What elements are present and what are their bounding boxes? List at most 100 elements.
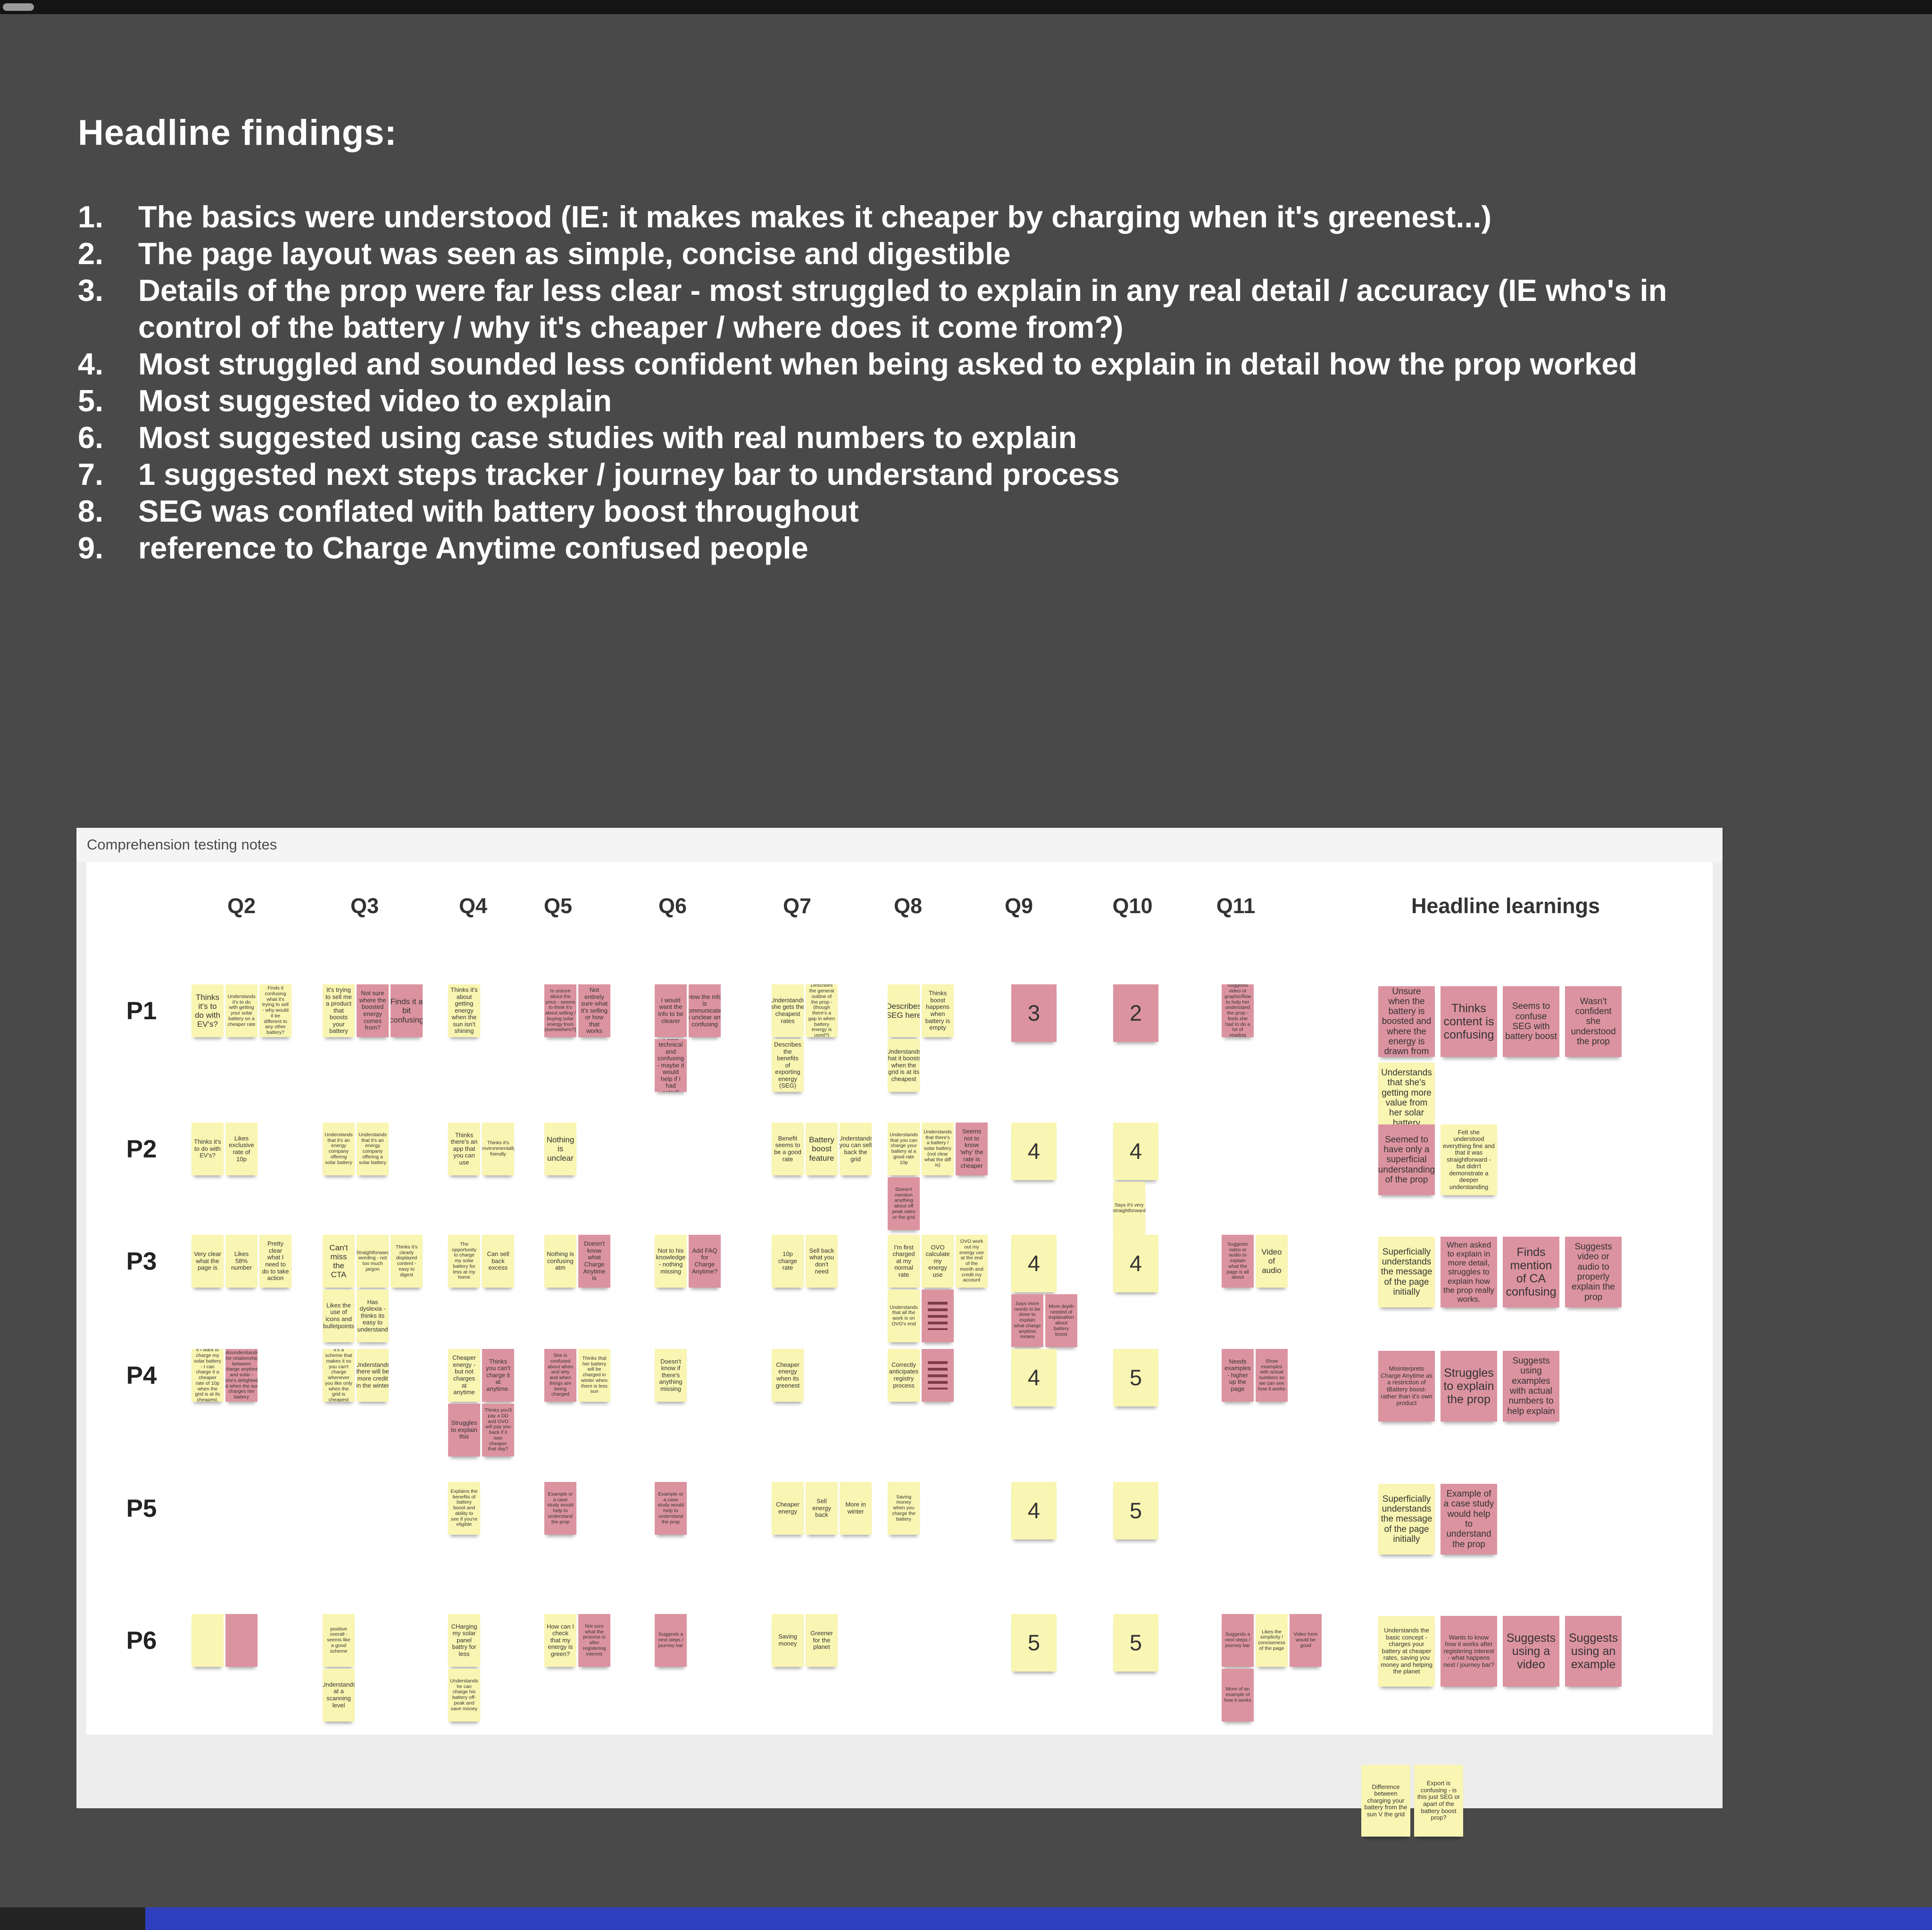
sticky-note[interactable]: Benefit seems to be a good rate (772, 1123, 804, 1175)
sticky-note[interactable]: Show examples with actual numbers so we … (1256, 1349, 1288, 1402)
sticky-note[interactable]: Needs examples - higher up the page (1222, 1349, 1254, 1402)
sticky-note[interactable]: Wasn't confident she understood the prop (1565, 986, 1622, 1057)
sticky-note[interactable]: Video of audio (1256, 1235, 1288, 1288)
sticky-note[interactable]: Understands the basic concept - charges … (1378, 1616, 1435, 1687)
sticky-note[interactable]: Not sure what the process is after regis… (578, 1614, 610, 1667)
sticky-note[interactable]: Is unsure about the price - seems to thi… (544, 984, 576, 1037)
sticky-note[interactable]: Suggests video or audio to properly expl… (1565, 1237, 1622, 1307)
sticky-note[interactable]: 5 (1113, 1482, 1158, 1539)
sticky-note[interactable]: Felt she understood everything fine and … (1441, 1124, 1497, 1195)
sticky-note[interactable]: Seems to confuse SEG with battery boost (1503, 986, 1559, 1057)
sticky-note[interactable]: OVO work out my energy use at the end of… (956, 1235, 988, 1288)
sticky-note[interactable]: Finds it confusing what it's trying to s… (259, 984, 291, 1037)
sticky-note[interactable]: Thinks you'll pay a DD and OVO will pay … (482, 1404, 514, 1456)
sticky-note[interactable]: Saving money (772, 1614, 804, 1667)
sticky-note[interactable]: Example or a case study would help to un… (544, 1482, 576, 1535)
sticky-note[interactable]: 4 (1011, 1123, 1057, 1180)
sticky-note[interactable]: Suggests using examples with actual numb… (1503, 1351, 1559, 1422)
sticky-note[interactable]: Thinks it's to do with EV's? (192, 1123, 224, 1175)
sticky-note[interactable]: Cheaper energy (772, 1482, 804, 1535)
sticky-note[interactable]: Understands there will be more credit in… (357, 1349, 389, 1402)
sticky-note[interactable]: 4 (1113, 1123, 1158, 1180)
sticky-note[interactable]: Can't miss the CTA (323, 1235, 355, 1288)
sticky-note[interactable]: Struggles to explain the prop (1441, 1351, 1497, 1422)
sticky-note[interactable]: Understands you can sell back the grid (840, 1123, 872, 1175)
sticky-note[interactable]: Understands she gets the cheapest rates (772, 984, 804, 1037)
sticky-note[interactable]: Correctly anticipates registry process (888, 1349, 920, 1402)
sticky-note[interactable]: Saving money when you charge the battery (888, 1482, 920, 1535)
sticky-note[interactable]: Sell back what you don't need (806, 1235, 838, 1288)
sticky-note[interactable]: Greener for the planet (806, 1614, 838, 1667)
sticky-note[interactable]: Understands it's to do with getting your… (225, 984, 258, 1037)
sticky-note[interactable]: Finds it a bit confusing (391, 984, 423, 1037)
sticky-note[interactable]: 4 (1113, 1235, 1158, 1292)
sticky-note[interactable]: Understands he can charge his battery of… (448, 1669, 480, 1722)
sticky-note[interactable]: Doesn't know what Charge Anytime is (578, 1235, 610, 1288)
sticky-note[interactable]: 5 (1011, 1614, 1057, 1672)
sticky-note[interactable]: Understands that she's getting more valu… (1378, 1063, 1435, 1133)
sticky-note[interactable]: Has dyslexia - thinks its easy to unders… (357, 1289, 389, 1342)
sticky-note[interactable]: 5 (1113, 1349, 1158, 1406)
sticky-note[interactable]: Suggests video or audio to explain what … (1222, 1235, 1254, 1288)
sticky-note[interactable]: Nothing is confusing atm (544, 1235, 576, 1288)
sticky-note[interactable]: Understands that all the work is on OVO'… (888, 1289, 920, 1342)
sticky-note[interactable]: Thinks you can't charge it at anytime. (482, 1349, 514, 1402)
sticky-note[interactable]: Nothing is unclear (544, 1123, 576, 1175)
sticky-note[interactable]: The opportunity to charge my solar batte… (448, 1235, 480, 1288)
sticky-note[interactable]: Thinks it's clearly displayed content - … (391, 1235, 423, 1288)
sticky-note[interactable]: Not entirely sure what it's selling or h… (578, 984, 610, 1037)
sticky-note[interactable]: Not sure where the boosted energy comes … (357, 984, 389, 1037)
sticky-note[interactable]: positive overall - seems like a good sch… (323, 1614, 355, 1667)
sticky-note[interactable]: Doesn't know if there's anything missing (655, 1349, 687, 1402)
sticky-note[interactable]: When asked to explain in more detail, st… (1441, 1237, 1497, 1307)
sticky-note[interactable]: Describes the benefits of exporting ener… (772, 1039, 804, 1092)
sticky-note[interactable]: Likes the simplicity / conciseness of th… (1256, 1614, 1288, 1667)
sticky-note[interactable]: Understands at a scanning level (323, 1669, 355, 1722)
sticky-note[interactable]: Understands that there's a battery / sol… (922, 1123, 954, 1175)
sticky-note[interactable]: Seems not to know 'why' the rate is chea… (956, 1123, 988, 1175)
sticky-note[interactable]: Example or a case study would help to un… (655, 1482, 687, 1535)
sticky-note[interactable]: More of an example of how it works (1222, 1669, 1254, 1722)
sticky-note[interactable]: Says more needs to be done to explain wh… (1011, 1294, 1043, 1347)
sticky-note[interactable]: Misinterprets Charge Anytime as a restri… (1378, 1351, 1435, 1422)
sticky-note[interactable]: It's trying to sell me a product that bo… (323, 984, 355, 1037)
sticky-note-redacted[interactable] (922, 1289, 954, 1342)
sticky-note[interactable]: Describes SEG here (888, 984, 920, 1037)
sticky-note[interactable]: Seemed to have only a superficial unders… (1378, 1124, 1435, 1195)
sticky-note[interactable]: Thinks boost happens when battery is emp… (922, 984, 954, 1037)
sticky-note[interactable]: Pretty clear what I need to do to take a… (259, 1235, 291, 1288)
sticky-note[interactable]: Thinks there's an app that you can use (448, 1123, 480, 1175)
sticky-note[interactable]: How the info is communicated is unclear … (689, 984, 721, 1037)
sticky-note[interactable]: Can sell back excess (482, 1235, 514, 1288)
sticky-note-redacted[interactable] (922, 1349, 954, 1402)
sticky-note[interactable]: Suggests using a video (1503, 1616, 1559, 1687)
sticky-note[interactable]: If I want to charge my solar battery - I… (192, 1349, 224, 1402)
sticky-note[interactable]: Understands that it's an energy company … (323, 1123, 355, 1175)
sticky-note[interactable]: Thinks it's about getting energy when th… (448, 984, 480, 1037)
whiteboard-titlebar[interactable]: Comprehension testing notes (76, 828, 1723, 862)
sticky-note[interactable]: Not to his knowledge - nothing missing (655, 1235, 687, 1288)
sticky-note[interactable]: Cheaper energy when its greenest (772, 1349, 804, 1402)
sticky-note[interactable]: She is confused about when and why and w… (544, 1349, 576, 1402)
sticky-note[interactable]: Wants to know how it works after registe… (1441, 1616, 1497, 1687)
sticky-note[interactable]: I would want the info to be clearer (655, 984, 687, 1037)
sticky-note[interactable]: CHarging my solar panel battry for less (448, 1614, 480, 1667)
sticky-note[interactable]: Add FAQ for Charge Anytime? (689, 1235, 721, 1288)
scrollbar-thumb[interactable] (3, 3, 34, 11)
sticky-note[interactable]: Suggests using an example (1565, 1616, 1622, 1687)
sticky-note[interactable]: 3 (1011, 984, 1057, 1042)
sticky-note[interactable]: Example of a case study would help to un… (1441, 1484, 1497, 1555)
sticky-note[interactable]: It's a scheme that makes it so you can't… (323, 1349, 355, 1402)
sticky-note[interactable]: Suggests a next steps / journey bar (655, 1614, 687, 1667)
sticky-note[interactable]: Suggests video or graphic/flow to help h… (1222, 984, 1254, 1037)
sticky-note[interactable]: Battery boost feature (806, 1123, 838, 1175)
sticky-note[interactable]: Suggests a next steps / journey bar (1222, 1614, 1254, 1667)
bottom-taskbar[interactable] (145, 1907, 1932, 1930)
sticky-note[interactable] (225, 1614, 258, 1667)
sticky-note[interactable]: Thinks content is confusing (1441, 986, 1497, 1057)
sticky-note[interactable]: Thinks it's to do with EV's? (192, 984, 224, 1037)
sticky-note[interactable]: Difference between charging your battery… (1361, 1765, 1410, 1837)
sticky-note[interactable]: More depth needed of explanation about b… (1045, 1294, 1077, 1347)
sticky-note[interactable]: Understands that it boosts when the grid… (888, 1039, 920, 1092)
sticky-note[interactable]: 4 (1011, 1235, 1057, 1292)
